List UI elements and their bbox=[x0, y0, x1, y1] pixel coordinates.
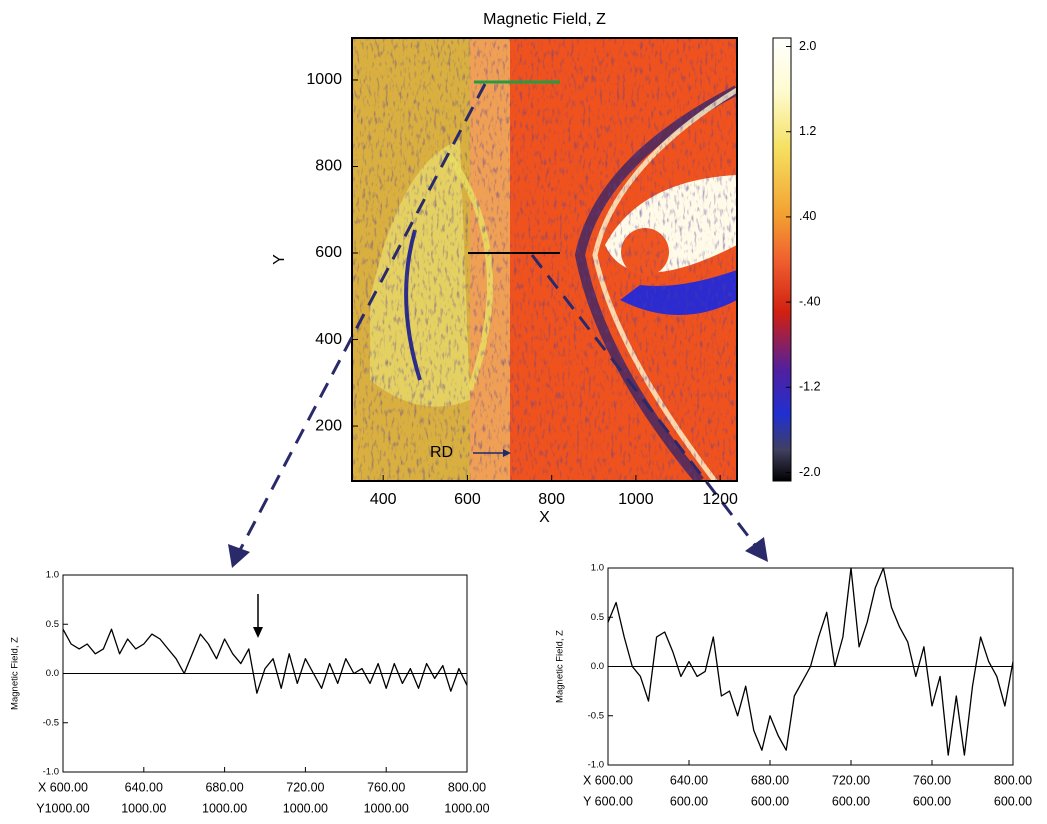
arrowhead bbox=[253, 627, 263, 638]
arrowhead bbox=[745, 537, 768, 562]
arrowhead bbox=[228, 544, 250, 568]
arrowhead bbox=[503, 449, 511, 457]
colorbar-tick-label: -2.0 bbox=[799, 465, 821, 479]
y-tick-label: 0.0 bbox=[46, 668, 59, 679]
x-tick-label-row2: 600.00 bbox=[832, 794, 870, 808]
colorbar-tick-label: 2.0 bbox=[799, 39, 816, 53]
colorbar-tick-label: -.40 bbox=[799, 294, 821, 308]
x-tick-label-row2: 600.00 bbox=[994, 794, 1032, 808]
chart-title: Magnetic Field, Z bbox=[483, 11, 606, 28]
x-tick-label-row2: 1000.00 bbox=[283, 801, 328, 815]
x-tick-label-row2: 600.00 bbox=[670, 794, 708, 808]
colorbar-tick-label: 1.2 bbox=[799, 124, 816, 138]
x-tick-label: X 600.00 bbox=[583, 773, 633, 787]
y-tick-label: -0.5 bbox=[588, 710, 604, 721]
data-line bbox=[607, 567, 1014, 756]
x-tick-label: 680.00 bbox=[751, 773, 789, 787]
x-tick-label: 1200 bbox=[702, 491, 738, 508]
x-tick-label-row2: 1000.00 bbox=[444, 801, 489, 815]
y-axis-label: Y bbox=[271, 254, 288, 265]
heatmap-image bbox=[352, 38, 737, 481]
x-tick-label: 800.00 bbox=[448, 780, 486, 794]
y-tick-label: 0.0 bbox=[591, 661, 604, 672]
y-tick-label: -1.0 bbox=[588, 760, 604, 771]
y-tick-label: 200 bbox=[315, 417, 342, 434]
y-tick-label: 800 bbox=[315, 158, 342, 175]
y-axis-label: Magnetic Field, Z bbox=[10, 637, 21, 710]
x-tick-label: 600 bbox=[454, 491, 481, 508]
x-tick-label: 800 bbox=[538, 491, 565, 508]
x-tick-label: 760.00 bbox=[913, 773, 951, 787]
x-tick-label: 400 bbox=[370, 491, 397, 508]
x-tick-label: 720.00 bbox=[286, 780, 324, 794]
y-tick-label: 0.5 bbox=[591, 612, 604, 623]
y-tick-label: 600 bbox=[315, 244, 342, 261]
y-tick-label: 1.0 bbox=[46, 570, 59, 581]
y-axis-label: Magnetic Field, Z bbox=[555, 630, 566, 703]
colorbar-tick-label: .40 bbox=[799, 209, 816, 223]
y-tick-label: -0.5 bbox=[43, 717, 59, 728]
x-tick-label-row2: 1000.00 bbox=[202, 801, 247, 815]
y-tick-label: -1.0 bbox=[43, 767, 59, 778]
zoom-arrow bbox=[238, 83, 487, 551]
x-tick-label-row2: 600.00 bbox=[913, 794, 951, 808]
colorbar-tick-label: -1.2 bbox=[799, 380, 821, 394]
x-tick-label-row2: Y 600.00 bbox=[583, 794, 633, 808]
y-tick-label: 0.5 bbox=[46, 619, 59, 630]
x-tick-label: 640.00 bbox=[125, 780, 163, 794]
annotation: RD bbox=[430, 444, 453, 461]
plot-frame bbox=[351, 37, 738, 482]
x-tick-label: 680.00 bbox=[205, 780, 243, 794]
x-tick-label-row2: Y1000.00 bbox=[36, 801, 90, 815]
y-tick-label: 1.0 bbox=[591, 563, 604, 574]
x-tick-label: 640.00 bbox=[670, 773, 708, 787]
x-tick-label: 800.00 bbox=[994, 773, 1032, 787]
x-tick-label-row2: 600.00 bbox=[751, 794, 789, 808]
x-tick-label: 720.00 bbox=[832, 773, 870, 787]
colorbar bbox=[772, 37, 792, 482]
x-axis-label: X bbox=[539, 509, 550, 526]
x-tick-label-row2: 1000.00 bbox=[364, 801, 409, 815]
x-tick-label: 760.00 bbox=[367, 780, 405, 794]
y-tick-label: 1000 bbox=[306, 71, 342, 88]
x-tick-label: X 600.00 bbox=[38, 780, 88, 794]
x-tick-label: 1000 bbox=[618, 491, 654, 508]
zoom-arrow bbox=[530, 254, 757, 546]
y-tick-label: 400 bbox=[315, 331, 342, 348]
x-tick-label-row2: 1000.00 bbox=[121, 801, 166, 815]
data-line bbox=[62, 628, 468, 694]
